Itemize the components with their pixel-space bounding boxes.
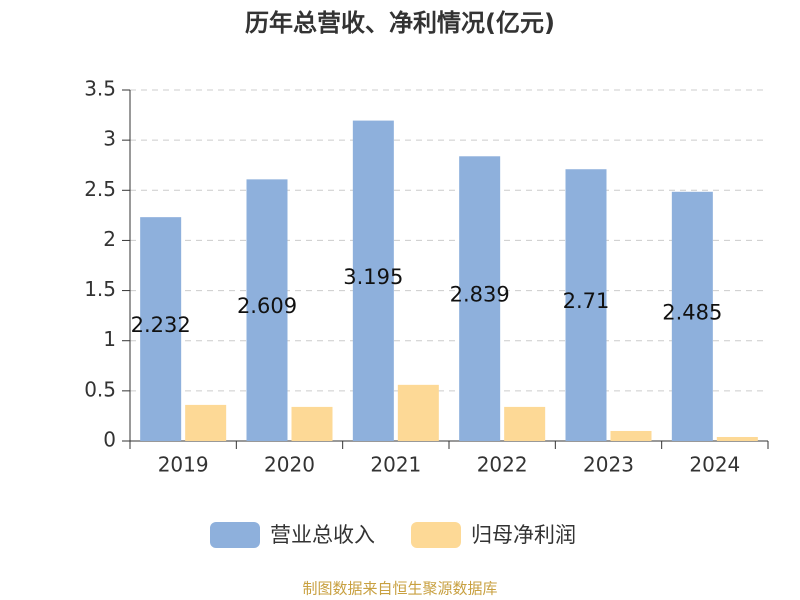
bar	[397, 384, 439, 441]
bar	[291, 406, 333, 441]
data-label: 2.609	[237, 294, 297, 318]
bar	[352, 120, 394, 441]
bar	[185, 404, 227, 441]
y-tick-label: 1.5	[84, 277, 116, 301]
legend-label: 营业总收入	[270, 523, 375, 547]
legend-swatch	[210, 522, 260, 548]
y-tick-label: 1	[103, 327, 116, 351]
y-tick-label: 3.5	[84, 77, 116, 101]
x-tick-label: 2019	[158, 453, 209, 477]
y-tick-label: 0.5	[84, 377, 116, 401]
y-tick-label: 2.5	[84, 177, 116, 201]
x-tick-label: 2022	[477, 453, 528, 477]
chart-title: 历年总营收、净利情况(亿元)	[245, 9, 555, 37]
y-tick-label: 2	[103, 227, 116, 251]
bar	[610, 430, 652, 441]
data-label: 2.485	[662, 300, 722, 324]
legend-label: 归母净利润	[471, 523, 576, 547]
x-tick-label: 2024	[689, 453, 740, 477]
bar	[459, 156, 501, 441]
legend-swatch	[411, 522, 461, 548]
bar	[565, 169, 607, 441]
x-tick-label: 2023	[583, 453, 634, 477]
data-label: 2.839	[450, 283, 510, 307]
x-tick-label: 2020	[264, 453, 315, 477]
data-label: 2.71	[563, 289, 610, 313]
bar	[504, 406, 546, 441]
bar	[716, 436, 758, 441]
data-label: 2.232	[131, 313, 191, 337]
y-tick-label: 0	[103, 428, 116, 452]
bar	[246, 179, 288, 442]
data-label: 3.195	[343, 265, 403, 289]
bar	[140, 217, 182, 441]
x-tick-label: 2021	[370, 453, 421, 477]
source-note: 制图数据来自恒生聚源数据库	[302, 580, 497, 598]
y-tick-label: 3	[103, 127, 116, 151]
bar	[671, 191, 713, 441]
